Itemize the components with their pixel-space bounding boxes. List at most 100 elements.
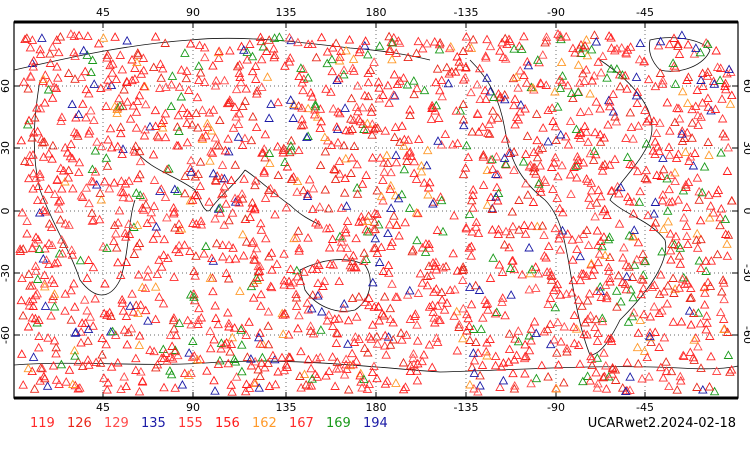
station-marker (17, 207, 28, 217)
station-marker (352, 189, 363, 198)
station-marker (548, 116, 558, 125)
station-marker (593, 240, 603, 250)
station-marker (374, 41, 385, 50)
station-marker (217, 173, 227, 182)
station-marker (664, 142, 674, 151)
station-marker (341, 359, 351, 369)
station-marker (454, 322, 464, 331)
station-marker (437, 294, 447, 304)
station-marker (285, 280, 296, 290)
station-marker (210, 175, 221, 184)
station-marker (131, 353, 141, 363)
station-marker (118, 187, 128, 197)
station-marker (99, 308, 109, 318)
station-marker (209, 375, 219, 385)
station-marker (77, 192, 88, 201)
station-marker (432, 337, 443, 346)
station-marker (23, 363, 34, 373)
station-marker (192, 92, 203, 102)
station-marker (150, 31, 161, 41)
station-marker (670, 176, 680, 186)
station-marker (57, 183, 67, 193)
station-marker (471, 217, 482, 227)
station-marker (553, 29, 563, 38)
station-marker (261, 233, 271, 243)
station-marker (622, 152, 633, 161)
station-marker (384, 46, 395, 55)
station-marker (122, 339, 132, 349)
station-marker (653, 40, 664, 50)
station-marker (378, 175, 388, 184)
station-marker (357, 382, 367, 392)
station-marker (501, 226, 511, 236)
station-marker (633, 121, 644, 130)
station-marker (348, 54, 359, 63)
station-marker (148, 149, 159, 159)
station-marker (51, 83, 62, 93)
station-marker (625, 107, 636, 117)
station-marker (325, 259, 335, 269)
station-marker (674, 49, 685, 58)
station-marker (121, 381, 131, 391)
station-marker (596, 292, 606, 301)
station-marker (725, 99, 736, 108)
station-marker (33, 181, 44, 190)
station-marker (607, 369, 617, 378)
station-marker (85, 312, 96, 321)
station-marker (312, 258, 323, 268)
station-marker (574, 234, 584, 243)
station-marker (83, 255, 94, 264)
station-marker (74, 167, 84, 177)
station-marker (199, 77, 210, 86)
station-marker (238, 229, 248, 239)
station-marker (666, 254, 676, 264)
station-marker (509, 383, 520, 393)
station-marker (346, 93, 357, 103)
station-marker (106, 362, 117, 371)
station-marker (183, 370, 194, 379)
station-marker (440, 129, 451, 139)
station-marker (340, 103, 350, 112)
station-marker (140, 283, 151, 293)
station-marker (517, 44, 527, 53)
station-marker (393, 193, 404, 203)
station-marker (119, 325, 130, 334)
station-marker (349, 337, 360, 346)
station-marker (237, 366, 247, 376)
station-marker (528, 82, 538, 92)
station-marker (589, 146, 600, 155)
station-marker (391, 220, 402, 229)
station-marker (159, 382, 169, 392)
station-marker (149, 346, 159, 356)
station-marker (642, 352, 652, 362)
station-marker (311, 217, 321, 227)
station-marker (716, 203, 727, 213)
station-marker (603, 234, 614, 244)
station-marker (383, 158, 393, 167)
station-marker (184, 110, 195, 120)
station-marker (20, 34, 30, 44)
station-marker (520, 103, 530, 113)
station-marker (488, 106, 498, 115)
station-marker (705, 281, 716, 290)
station-marker (519, 220, 530, 229)
station-marker (95, 358, 106, 367)
station-marker (270, 379, 281, 389)
station-marker (557, 160, 567, 170)
station-marker (723, 350, 734, 359)
station-marker (658, 153, 668, 162)
station-marker (101, 339, 111, 349)
station-marker (376, 191, 387, 201)
station-marker (338, 303, 349, 313)
station-marker (240, 133, 250, 143)
station-marker (282, 161, 293, 171)
station-marker (320, 146, 331, 156)
station-marker (170, 383, 180, 392)
station-marker (84, 198, 94, 208)
coastline-0 (13, 37, 431, 71)
station-marker (74, 30, 84, 40)
bottom-lon-label: -45 (636, 401, 654, 414)
station-marker (509, 147, 519, 156)
station-marker (519, 31, 529, 41)
station-marker (339, 188, 350, 197)
